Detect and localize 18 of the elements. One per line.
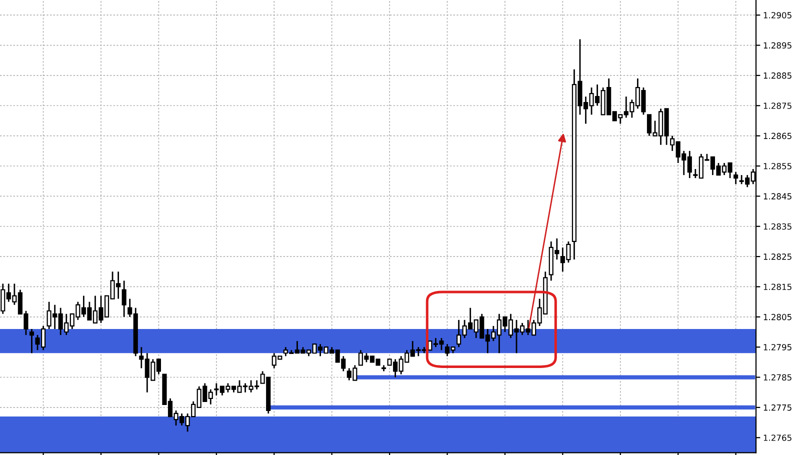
y-tick-label: 1.2885	[764, 72, 792, 79]
y-tick-label: 1.2805	[764, 314, 792, 320]
y-tick-label: 1.2895	[764, 42, 792, 49]
y-tick-label: 1.2855	[764, 162, 792, 170]
y-tick-label: 1.2875	[764, 102, 792, 109]
y-tick-label: 1.2815	[764, 284, 792, 290]
y-tick-label: 1.2865	[764, 132, 792, 140]
y-tick-label: 1.2905	[764, 12, 792, 18]
y-tick-label: 1.2795	[764, 344, 792, 350]
y-tick-label: 1.2785	[764, 374, 792, 381]
candlestick	[734, 171, 738, 185]
y-tick-label: 1.2775	[764, 404, 792, 411]
y-tick-label: 1.2765	[764, 434, 792, 441]
candlestick	[122, 280, 126, 318]
y-tick-label: 1.2825	[764, 254, 792, 260]
y-tick-label: 1.2845	[764, 193, 792, 200]
candlestick	[29, 328, 34, 354]
y-tick-label: 1.2835	[764, 223, 792, 230]
